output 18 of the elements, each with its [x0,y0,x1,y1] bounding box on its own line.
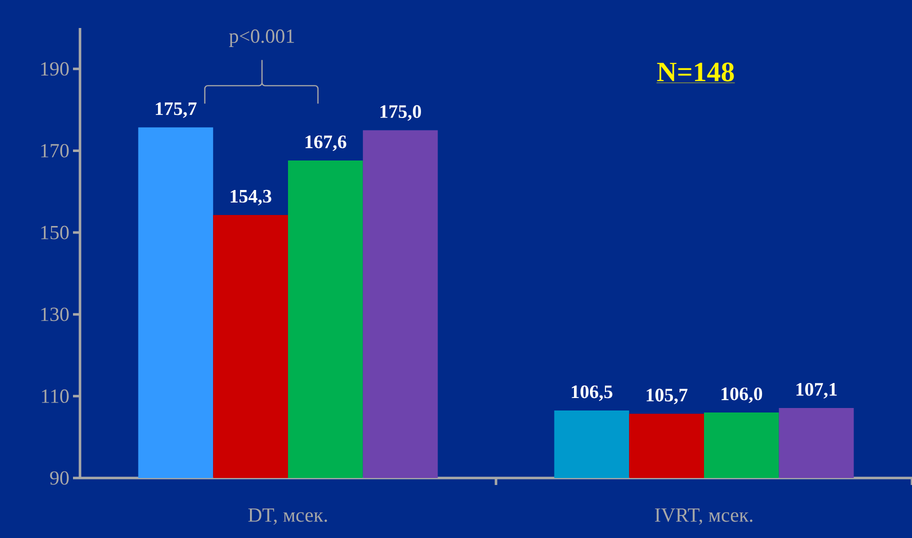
data-label: 107,1 [796,382,837,399]
annotation: p<0.001 [229,29,294,47]
data-label: 167,6 [306,135,346,151]
data-label: 106,5 [572,385,612,401]
y-tick-label: 90 [50,471,69,485]
data-label: 175,0 [380,105,421,121]
annotation: N=148 [657,62,734,82]
data-label: 175,7 [156,102,197,118]
y-tick-label: 130 [41,308,69,322]
y-tick-label: 190 [41,62,69,76]
data-label: 105,7 [646,388,688,404]
data-label: 106,0 [722,387,762,404]
y-tick-label: 110 [42,389,69,403]
data-label: 154,3 [230,190,272,206]
x-tick-label: DT, мсек. [248,508,327,525]
x-tick-label: IVRT, мсек. [655,508,752,525]
y-tick-label: 150 [41,226,69,240]
y-tick-label: 170 [41,144,69,158]
